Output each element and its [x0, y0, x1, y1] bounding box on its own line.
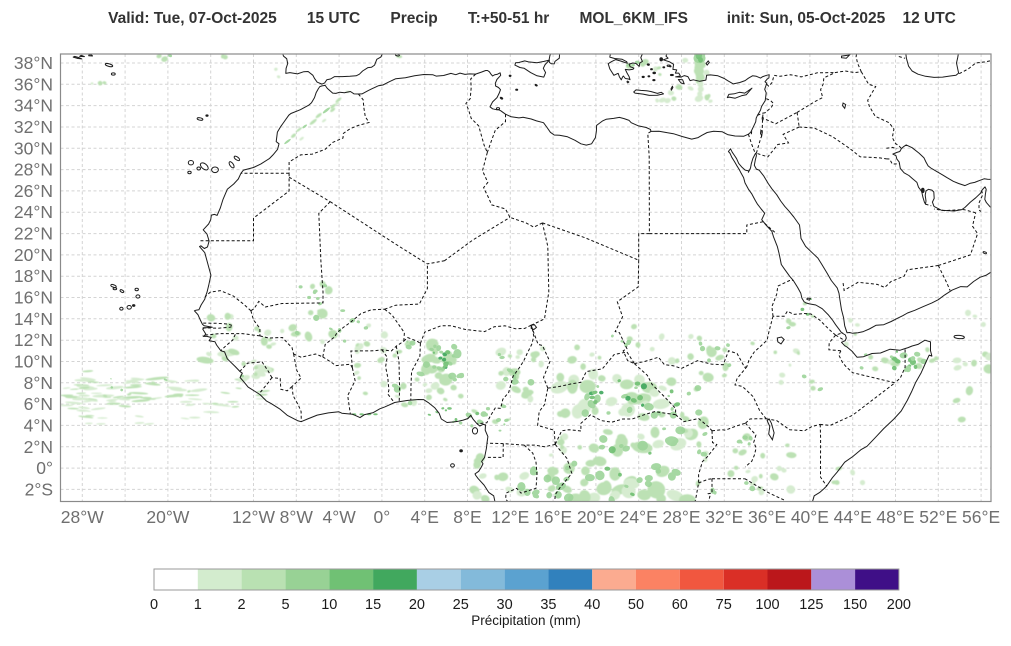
svg-text:10°N: 10°N	[14, 352, 53, 372]
svg-text:20°N: 20°N	[14, 245, 53, 265]
svg-text:8°N: 8°N	[24, 373, 53, 393]
svg-text:14°N: 14°N	[14, 309, 53, 329]
svg-text:2°N: 2°N	[24, 437, 53, 457]
svg-text:38°N: 38°N	[14, 53, 53, 73]
svg-text:12°E: 12°E	[491, 507, 529, 527]
svg-text:16°N: 16°N	[14, 288, 53, 308]
svg-text:26°N: 26°N	[14, 181, 53, 201]
svg-text:2°S: 2°S	[25, 479, 53, 499]
svg-text:15: 15	[365, 597, 381, 613]
svg-text:4°W: 4°W	[322, 507, 356, 527]
svg-text:40: 40	[584, 597, 600, 613]
svg-text:100: 100	[755, 597, 779, 613]
svg-text:20: 20	[409, 597, 425, 613]
svg-text:56°E: 56°E	[962, 507, 1000, 527]
svg-text:1: 1	[194, 597, 202, 613]
svg-text:8°E: 8°E	[453, 507, 481, 527]
svg-text:32°N: 32°N	[14, 117, 53, 137]
svg-text:28°N: 28°N	[14, 160, 53, 180]
svg-text:5: 5	[281, 597, 289, 613]
svg-text:32°E: 32°E	[705, 507, 743, 527]
svg-text:34°N: 34°N	[14, 96, 53, 116]
svg-text:125: 125	[799, 597, 823, 613]
svg-text:25: 25	[453, 597, 469, 613]
svg-text:200: 200	[887, 597, 911, 613]
svg-text:18°N: 18°N	[14, 266, 53, 286]
svg-text:30: 30	[497, 597, 513, 613]
svg-text:36°E: 36°E	[748, 507, 786, 527]
svg-text:60: 60	[672, 597, 688, 613]
svg-text:20°E: 20°E	[577, 507, 615, 527]
svg-text:28°W: 28°W	[61, 507, 104, 527]
svg-text:150: 150	[843, 597, 867, 613]
svg-text:44°E: 44°E	[834, 507, 872, 527]
svg-text:22°N: 22°N	[14, 224, 53, 244]
svg-text:8°W: 8°W	[280, 507, 314, 527]
svg-text:30°N: 30°N	[14, 138, 53, 158]
svg-text:20°W: 20°W	[146, 507, 189, 527]
svg-text:24°E: 24°E	[620, 507, 658, 527]
svg-text:2: 2	[238, 597, 246, 613]
svg-text:0°: 0°	[374, 507, 391, 527]
svg-text:0: 0	[150, 597, 158, 613]
svg-text:6°N: 6°N	[24, 394, 53, 414]
svg-text:Valid: Tue, 07-Oct-2025: Valid: Tue, 07-Oct-2025 15 UTC Precip T:…	[108, 10, 956, 27]
svg-text:24°N: 24°N	[14, 202, 53, 222]
svg-text:35: 35	[540, 597, 556, 613]
svg-text:50: 50	[628, 597, 644, 613]
svg-text:28°E: 28°E	[662, 507, 700, 527]
svg-text:10: 10	[321, 597, 337, 613]
svg-text:Précipitation (mm): Précipitation (mm)	[471, 613, 581, 628]
svg-text:48°E: 48°E	[876, 507, 914, 527]
svg-text:75: 75	[716, 597, 732, 613]
svg-text:16°E: 16°E	[534, 507, 572, 527]
svg-text:0°: 0°	[36, 458, 53, 478]
svg-text:4°N: 4°N	[24, 415, 53, 435]
svg-text:40°E: 40°E	[791, 507, 829, 527]
svg-text:36°N: 36°N	[14, 74, 53, 94]
svg-text:12°W: 12°W	[232, 507, 275, 527]
svg-text:12°N: 12°N	[14, 330, 53, 350]
svg-text:4°E: 4°E	[410, 507, 438, 527]
svg-text:52°E: 52°E	[919, 507, 957, 527]
